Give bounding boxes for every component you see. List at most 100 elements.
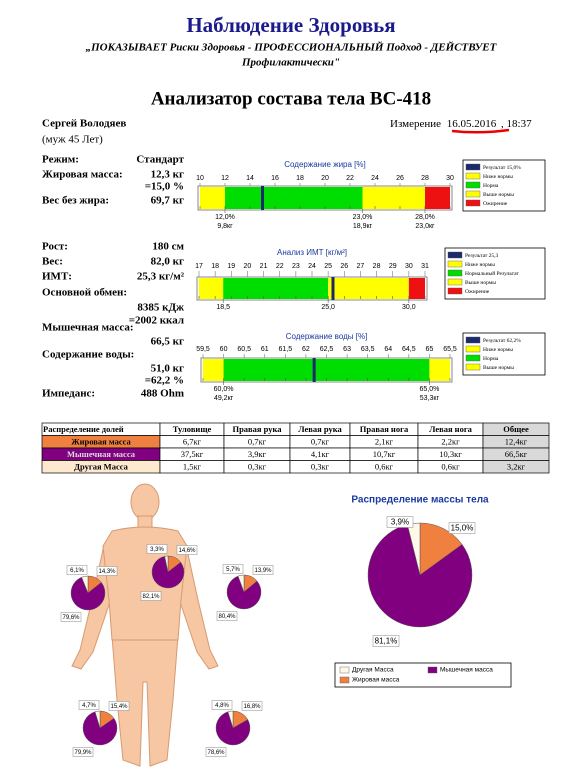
pie-label-box [60, 612, 82, 622]
legend-swatch [447, 251, 463, 259]
gauge-tick-label: 63 [343, 346, 351, 353]
legend-swatch [465, 172, 481, 180]
legend-label: Выше нормы [465, 280, 496, 286]
metric-label: Вес: [42, 256, 63, 268]
table-cell-text: 0,3кг [311, 462, 330, 472]
pie-label-box [372, 635, 400, 647]
gauge-tick-label: 18 [296, 175, 304, 182]
metric-label: Вес без жира: [42, 195, 109, 207]
metric-value: 488 Ohm [141, 388, 184, 400]
metric-value: =62,2 % [145, 375, 184, 387]
legend-swatch [465, 190, 481, 198]
pie-label-box [216, 611, 238, 621]
gauge-tick-label: 24 [308, 263, 316, 270]
legend-swatch [465, 354, 481, 362]
bound-label: 49,2кг [214, 395, 234, 402]
metric-label: Содержание воды: [42, 349, 134, 361]
gauge-tick-label: 25 [324, 263, 332, 270]
gauge-tick-label: 60 [220, 346, 228, 353]
gauge-tick-label: 20 [321, 175, 329, 182]
table-cell-text: 12,4кг [505, 437, 528, 447]
bound-label: 23,0кг [415, 223, 435, 230]
legend-swatch [447, 278, 463, 286]
bound-label: 53,3кг [420, 395, 440, 402]
gauge-tick-label: 22 [346, 175, 354, 182]
bound-label: 18,9кг [353, 223, 373, 230]
metric-value: 180 см [152, 241, 184, 253]
pie-label-box [448, 522, 476, 534]
legend-swatch [465, 345, 481, 353]
legend-label: Мышечная масса [440, 667, 493, 674]
body-figure [71, 483, 219, 767]
bound-label: 23,0% [353, 214, 373, 221]
table-header: Общее [503, 424, 529, 434]
metric-label: Рост: [42, 241, 68, 253]
table-cell-text: 0,6кг [375, 462, 394, 472]
page-title: Наблюдение Здоровья [186, 13, 395, 37]
metric-value: =2002 ккал [129, 315, 184, 327]
table-header: Левая рука [298, 424, 342, 434]
legend-label: Ниже нормы [483, 174, 513, 180]
metric-value: 25,3 кг/м² [137, 271, 185, 283]
table-cell-text: 0,7кг [248, 437, 267, 447]
gauge-marker [261, 186, 264, 210]
legend-label: Жировая масса [352, 677, 400, 684]
bound-label: 30,0 [402, 304, 416, 311]
gauge-tick-label: 24 [371, 175, 379, 182]
legend-swatch [465, 163, 481, 171]
bound-label: 12,0% [215, 214, 235, 221]
gauge-tick-label: 26 [340, 263, 348, 270]
table-header: Правая нога [360, 424, 409, 434]
gauge-tick-label: 12 [221, 175, 229, 182]
pie-label: 13,9% [254, 568, 272, 574]
legend-label: Результат 62,2% [483, 338, 521, 344]
measurement: Измерение 16.05.2016 , 18:37 [390, 118, 532, 130]
gauge-segment [362, 187, 425, 209]
gauge-tick-label: 30 [405, 263, 413, 270]
legend-swatch [465, 181, 481, 189]
pie-label-box [140, 591, 162, 601]
bound-label: 9,8кг [217, 223, 233, 230]
legend-swatch [465, 199, 481, 207]
legend-swatch [447, 260, 463, 268]
pie-label: 82,1% [142, 594, 160, 600]
metric-value: =15,0 % [145, 181, 184, 193]
gauge-segment [199, 278, 224, 299]
table-cell-text: 2,1кг [375, 437, 394, 447]
pie-slice [94, 710, 101, 729]
pie-slice [151, 556, 185, 589]
metric-label: ИМТ: [42, 271, 72, 283]
slogan: Профилактически" [241, 57, 340, 69]
pie-label: 14,3% [98, 569, 116, 575]
gauge-tick-label: 27 [357, 263, 365, 270]
pie-label: 6,1% [70, 568, 84, 574]
gauge-tick-label: 20 [244, 263, 252, 270]
gauge-title: Анализ ИМТ [кг/м²] [277, 248, 347, 257]
gauge-segment [200, 187, 225, 209]
gauge-tick-label: 19 [227, 263, 235, 270]
pie-label-box [78, 700, 100, 710]
metric-label: Режим: [42, 154, 79, 166]
gauge-tick-label: 62 [302, 346, 310, 353]
bound-label: 18,5 [216, 304, 230, 311]
slogan: „ПОКАЗЫВАЕТ Риски Здоровья - ПРОФЕССИОНА… [86, 42, 498, 54]
legend-label: Другая Масса [352, 667, 394, 674]
table-cell-text: Жировая масса [71, 437, 131, 447]
legend-box [334, 662, 512, 688]
legend-swatch [465, 363, 481, 371]
report-title: Анализатор состава тела BC-418 [151, 88, 431, 109]
legend-label: Результат 25,3 [465, 253, 499, 259]
metric-value: 66,5 кг [151, 336, 184, 348]
pie-label: 78,6% [207, 750, 225, 756]
measurement-time: , 18:37 [501, 118, 532, 130]
metric-value: 82,0 кг [151, 256, 184, 268]
pie-label-box [146, 544, 168, 554]
gauge-tick-label: 59,5 [196, 346, 210, 353]
legend-swatch [427, 666, 438, 674]
pie-label-box [72, 747, 94, 757]
bound-label: 28,0% [415, 214, 435, 221]
legend-label: Ниже нормы [465, 262, 495, 268]
gauge-tick-label: 64,5 [402, 346, 416, 353]
pie-slice [226, 575, 262, 610]
